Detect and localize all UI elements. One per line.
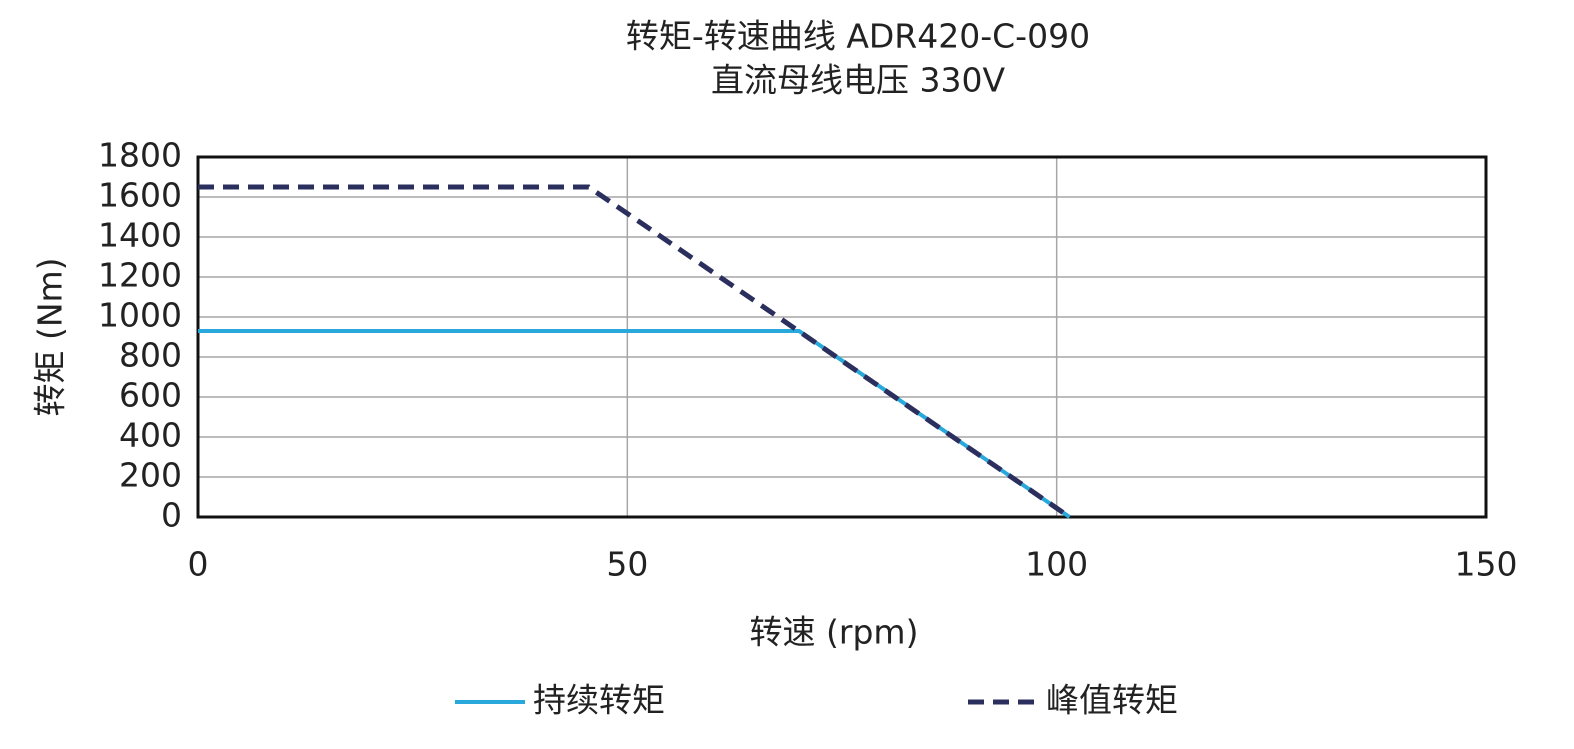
chart-subtitle: 直流母线电压 330V [711,61,1005,100]
y-tick-label: 1600 [98,176,182,215]
x-tick-label: 50 [606,545,648,584]
chart-title: 转矩-转速曲线 ADR420-C-090 [626,17,1090,56]
x-tick-label: 0 [188,545,209,584]
y-tick-label: 1400 [98,216,182,255]
y-tick-label: 1200 [98,256,182,295]
series-line [198,329,1071,519]
y-tick-label: 200 [119,456,182,495]
legend-label: 峰值转矩 [1046,681,1178,720]
series-line [198,184,1071,520]
y-tick-label: 0 [161,496,182,535]
y-tick-label: 400 [119,416,182,455]
y-tick-label: 800 [119,336,182,375]
plot-frame [196,155,1488,519]
legend-label: 持续转矩 [533,681,665,720]
x-tick-label: 150 [1455,545,1518,584]
x-axis-label: 转速 (rpm) [750,613,919,652]
y-tick-label: 1000 [98,296,182,335]
y-tick-label: 600 [119,376,182,415]
y-tick-label: 1800 [98,136,182,175]
y-axis-label: 转矩 (Nm) [31,257,70,416]
x-tick-label: 100 [1025,545,1088,584]
